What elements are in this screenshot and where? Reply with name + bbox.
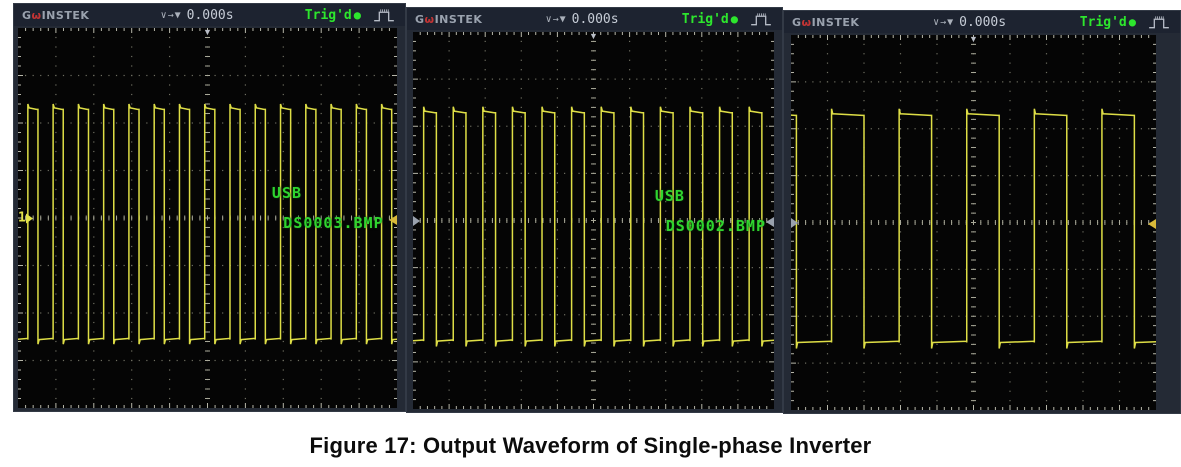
trigger-status-label: Trig'd	[1079, 14, 1127, 30]
trigger-level-arrow-icon	[766, 217, 774, 228]
oscilloscope-screenshot-2: GωINSTEK ∨→▼ 0.000s Trig'd ● ▼ USB DS000…	[406, 7, 783, 413]
logo-text: INSTEK	[434, 12, 483, 26]
usb-filename: DS0003.BMP	[283, 214, 384, 233]
trigger-position-icons: ∨→▼	[160, 9, 182, 21]
trigger-position-readout: ∨→▼ 0.000s	[161, 8, 234, 23]
trigger-time-value: 0.000s	[571, 11, 619, 27]
trigger-time-value: 0.000s	[186, 7, 234, 23]
trigger-status: Trig'd ●	[305, 8, 361, 23]
channel-label: 1	[18, 210, 26, 226]
scope-header: GωINSTEK ∨→▼ 0.000s Trig'd ●	[407, 8, 782, 30]
trigger-position-icons: ∨→▼	[545, 13, 567, 25]
logo-text: INSTEK	[41, 8, 90, 22]
channel-1-marker: 1	[18, 212, 33, 225]
trigger-status-dot: ●	[1128, 15, 1136, 29]
trigger-level-arrow-icon	[1148, 219, 1156, 230]
oscilloscope-screenshot-1: GωINSTEK ∨→▼ 0.000s Trig'd ● ▼ 1 USB DS0…	[13, 3, 406, 412]
scope-header: GωINSTEK ∨→▼ 0.000s Trig'd ●	[784, 11, 1180, 33]
trigger-position-readout: ∨→▼ 0.000s	[933, 15, 1006, 30]
trigger-status-label: Trig'd	[681, 11, 729, 27]
trigger-status-dot: ●	[730, 12, 738, 26]
channel-1-marker	[791, 217, 798, 228]
trigger-status: Trig'd ●	[1080, 15, 1136, 30]
trigger-position-marker: ▼	[203, 28, 212, 37]
scope-display: ▼	[791, 35, 1156, 410]
trigger-position-readout: ∨→▼ 0.000s	[546, 12, 619, 27]
oscilloscope-screenshot-3: GωINSTEK ∨→▼ 0.000s Trig'd ● ▼	[783, 10, 1181, 414]
logo-accent: ω	[801, 15, 812, 29]
pulse-trigger-icon	[374, 8, 394, 21]
logo-text: G	[415, 12, 425, 26]
usb-save-label: USB	[654, 186, 685, 205]
trigger-position-icons: ∨→▼	[933, 16, 955, 28]
scope-display: ▼ 1 USB DS0003.BMP	[18, 28, 397, 408]
figure-caption: Figure 17: Output Waveform of Single-pha…	[309, 433, 872, 458]
channel-arrow-icon	[413, 215, 420, 226]
gwinstek-logo: GωINSTEK	[415, 13, 482, 26]
trigger-status-dot: ●	[353, 8, 361, 22]
waveform-grid	[18, 28, 397, 408]
scope-display: ▼ USB DS0002.BMP	[413, 32, 774, 409]
logo-accent: ω	[31, 8, 42, 22]
pulse-trigger-icon	[751, 12, 771, 25]
channel-arrow-icon	[25, 213, 33, 223]
gwinstek-logo: GωINSTEK	[792, 16, 859, 29]
logo-text: G	[792, 15, 802, 29]
pulse-trigger-icon	[1149, 15, 1169, 28]
logo-accent: ω	[424, 12, 435, 26]
waveform-grid	[791, 35, 1156, 410]
trigger-level-arrow-icon	[389, 214, 397, 225]
trigger-time-value: 0.000s	[959, 14, 1007, 30]
usb-save-label: USB	[271, 183, 303, 202]
trigger-status-label: Trig'd	[304, 7, 352, 23]
trigger-position-marker: ▼	[589, 32, 598, 41]
channel-arrow-icon	[791, 217, 798, 228]
waveform-grid	[413, 32, 774, 409]
logo-text: G	[22, 8, 32, 22]
scope-header: GωINSTEK ∨→▼ 0.000s Trig'd ●	[14, 4, 405, 26]
gwinstek-logo: GωINSTEK	[22, 9, 89, 22]
channel-1-marker	[413, 215, 420, 226]
trigger-status: Trig'd ●	[682, 12, 738, 27]
usb-filename: DS0002.BMP	[665, 216, 766, 235]
logo-text: INSTEK	[811, 15, 860, 29]
trigger-position-marker: ▼	[969, 35, 978, 44]
